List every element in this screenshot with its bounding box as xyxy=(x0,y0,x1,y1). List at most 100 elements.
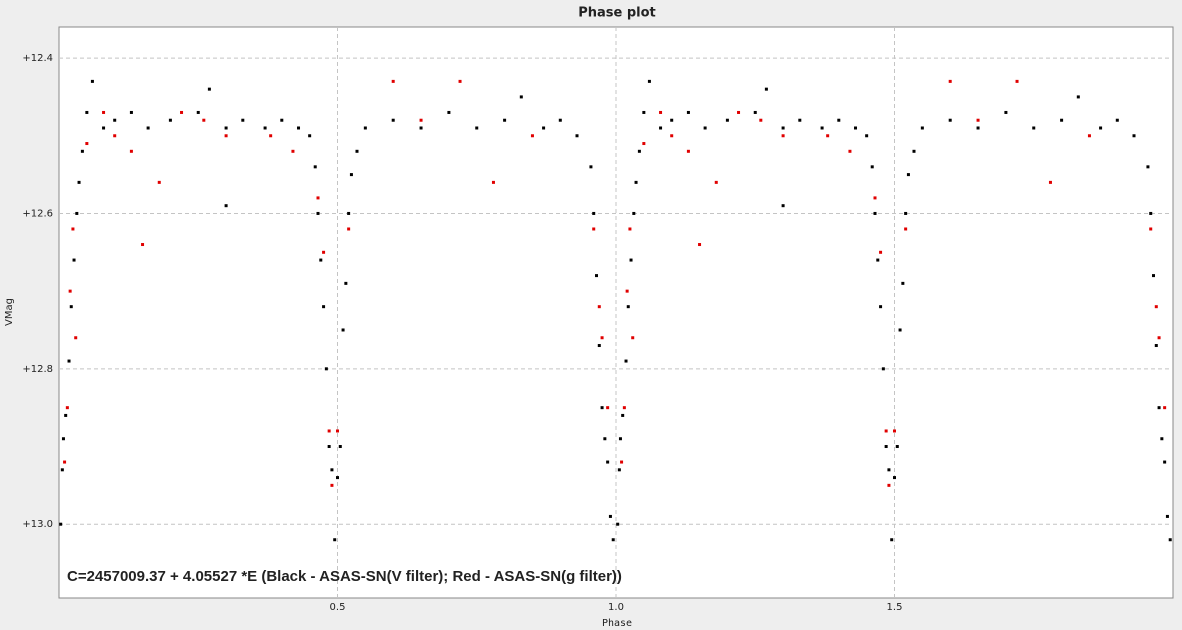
data-point xyxy=(798,118,802,122)
data-point xyxy=(207,87,211,91)
data-point xyxy=(85,142,89,146)
data-point xyxy=(324,367,328,371)
data-point xyxy=(313,165,317,169)
y-tick-label: +12.8 xyxy=(22,364,53,375)
data-point xyxy=(77,180,81,184)
chart-title: Phase plot xyxy=(578,6,656,21)
data-point xyxy=(336,429,339,433)
data-point xyxy=(1154,305,1158,309)
x-axis-label: Phase xyxy=(602,618,632,629)
data-point xyxy=(447,110,451,114)
data-point xyxy=(625,289,629,293)
data-point xyxy=(355,149,359,153)
data-point xyxy=(659,126,663,130)
data-point xyxy=(714,180,718,184)
annotation: C=2457009.37 + 4.05527 *E (Black - ASAS-… xyxy=(67,568,622,585)
data-point xyxy=(1157,336,1161,340)
data-point xyxy=(322,250,326,254)
data-point xyxy=(65,406,69,410)
data-point xyxy=(1149,211,1153,215)
data-point xyxy=(642,142,646,146)
data-point xyxy=(893,476,896,480)
data-point xyxy=(419,126,423,130)
data-point xyxy=(113,134,117,138)
data-point xyxy=(530,134,534,138)
data-point xyxy=(316,196,320,200)
data-point xyxy=(542,126,546,130)
data-point xyxy=(157,180,161,184)
data-point xyxy=(347,227,351,231)
data-point xyxy=(68,289,72,293)
data-point xyxy=(873,211,877,215)
data-point xyxy=(870,165,874,169)
data-point xyxy=(893,429,896,433)
data-point xyxy=(876,258,880,262)
data-point xyxy=(737,110,741,114)
data-point xyxy=(297,126,301,130)
data-point xyxy=(686,110,690,114)
data-point xyxy=(881,367,885,371)
data-point xyxy=(820,126,824,130)
data-point xyxy=(686,149,690,153)
data-point xyxy=(363,126,367,130)
data-point xyxy=(202,118,206,122)
data-point xyxy=(1152,274,1156,278)
data-point xyxy=(129,110,133,114)
data-point xyxy=(606,406,610,410)
data-point xyxy=(1157,406,1161,410)
data-point xyxy=(1015,79,1019,83)
data-point xyxy=(1165,514,1169,518)
data-point xyxy=(1087,134,1091,138)
data-point xyxy=(884,429,888,433)
data-point xyxy=(67,359,71,363)
y-tick-label: +12.6 xyxy=(22,208,53,219)
data-point xyxy=(659,110,663,114)
data-point xyxy=(637,149,641,153)
data-point xyxy=(904,227,908,231)
data-point xyxy=(1163,406,1167,410)
data-point xyxy=(347,211,351,215)
data-point xyxy=(327,429,331,433)
data-point xyxy=(725,118,729,122)
data-point xyxy=(269,134,273,138)
data-point xyxy=(1099,126,1103,130)
data-point xyxy=(349,173,353,177)
data-point xyxy=(1132,134,1136,138)
data-point xyxy=(753,110,757,114)
data-point xyxy=(391,118,395,122)
data-point xyxy=(503,118,507,122)
data-point xyxy=(904,211,908,215)
data-point xyxy=(592,211,596,215)
data-point xyxy=(224,126,228,130)
data-point xyxy=(72,258,76,262)
data-point xyxy=(600,336,604,340)
data-point xyxy=(879,250,883,254)
data-point xyxy=(1154,344,1158,348)
data-point xyxy=(419,118,423,122)
data-point xyxy=(113,118,117,122)
data-point xyxy=(71,227,75,231)
data-point xyxy=(670,118,674,122)
data-point xyxy=(333,538,337,542)
data-point xyxy=(1160,437,1164,441)
data-point xyxy=(764,87,768,91)
data-point xyxy=(976,118,980,122)
data-point xyxy=(890,538,894,542)
data-point xyxy=(327,445,331,449)
data-point xyxy=(475,126,479,130)
data-point xyxy=(629,258,633,262)
data-point xyxy=(976,126,980,130)
data-point xyxy=(64,413,68,417)
data-point xyxy=(906,173,910,177)
data-point xyxy=(341,328,345,332)
data-point xyxy=(59,522,63,526)
data-point xyxy=(854,126,858,130)
data-point xyxy=(597,305,601,309)
data-point xyxy=(146,126,150,130)
data-point xyxy=(628,227,632,231)
data-point xyxy=(781,134,785,138)
data-point xyxy=(180,110,184,114)
data-point xyxy=(1076,95,1080,99)
data-point xyxy=(316,211,320,215)
data-point xyxy=(196,110,200,114)
